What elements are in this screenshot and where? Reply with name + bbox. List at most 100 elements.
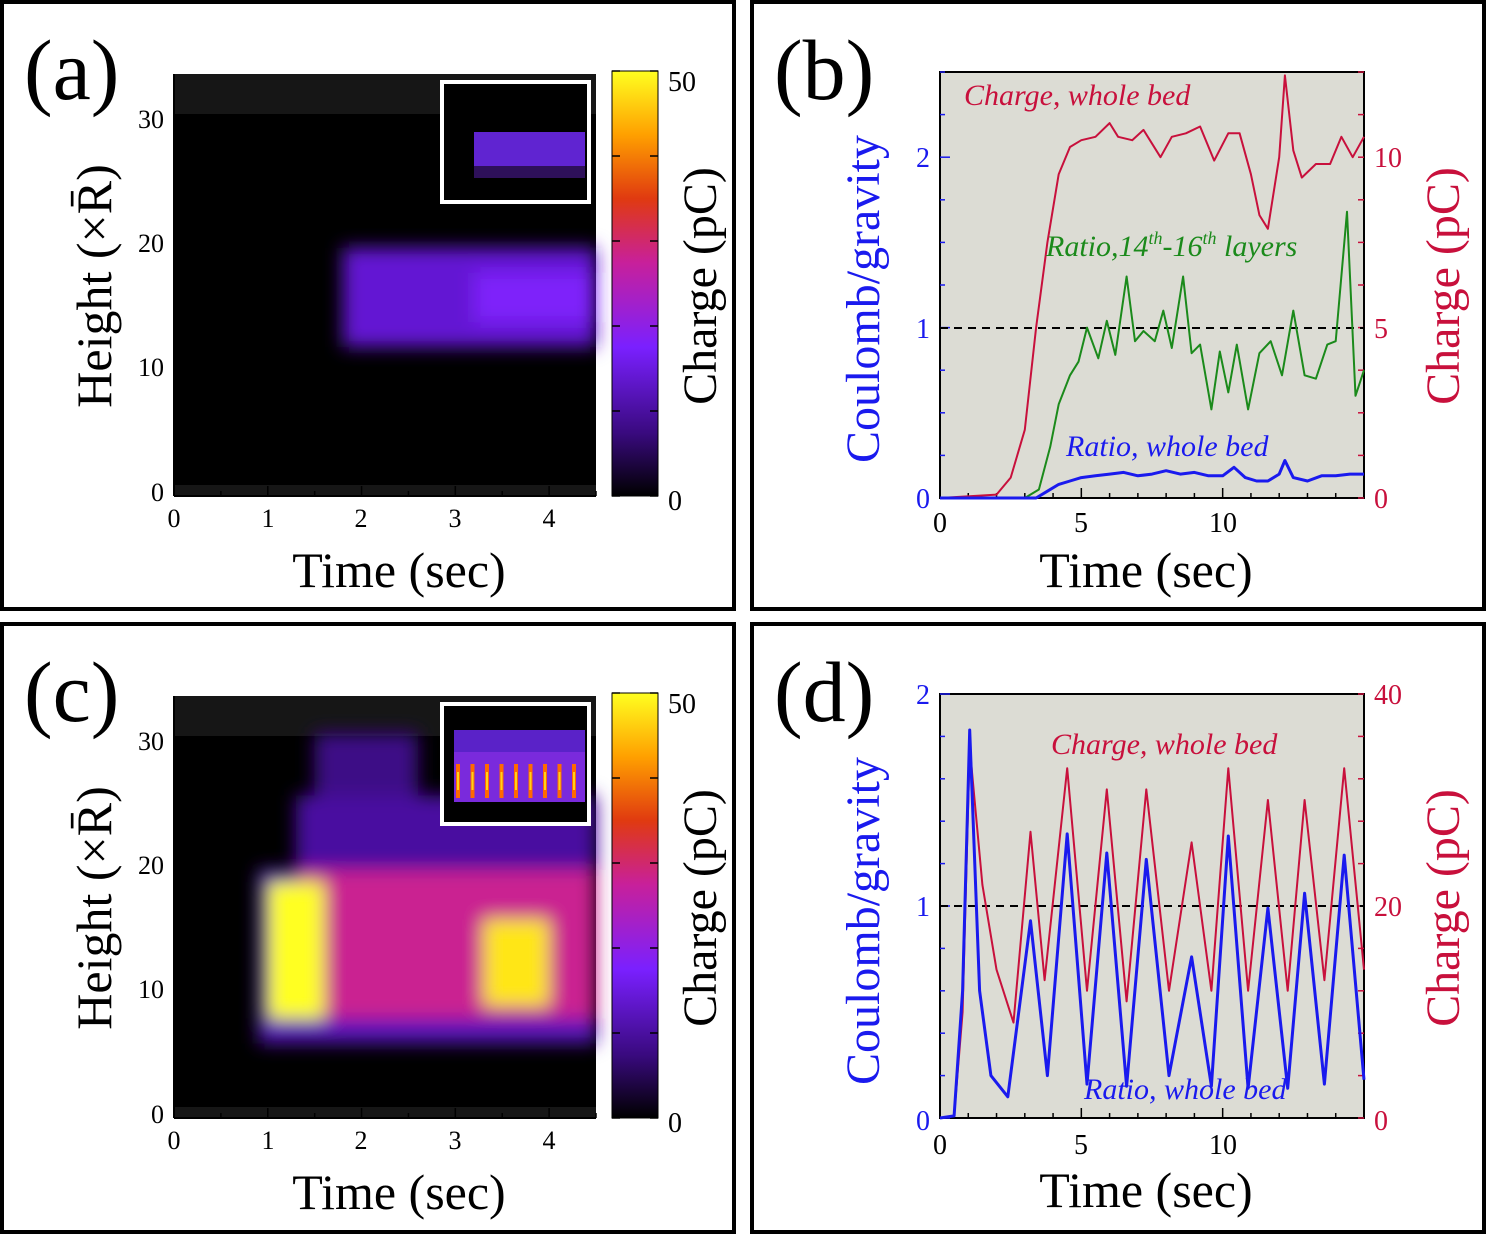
inset-c-streak-core	[573, 772, 575, 790]
y-right-tick-d-0: 0	[1374, 1106, 1388, 1137]
y-right-label-b: Charge (pC)	[1417, 167, 1470, 405]
panel-c: (c) 0 10 20 30 0 1 2 3 4 Time (sec) Heig…	[0, 622, 736, 1234]
y-right-label-d: Charge (pC)	[1417, 789, 1470, 1027]
y-right-tick-b-0: 0	[1374, 484, 1388, 515]
panel-d-svg: (d) Charge, whole bed Ratio, whole bed 0…	[774, 644, 1470, 1218]
y-right-tick-d-20: 20	[1374, 892, 1402, 923]
y-right-tick-b-10: 10	[1374, 143, 1402, 174]
x-axis-label-d: Time (sec)	[1039, 1162, 1252, 1218]
x-tick-c-1: 1	[262, 1126, 275, 1155]
inset-c-streak-core	[515, 772, 517, 790]
x-tick-a-1: 1	[262, 504, 275, 533]
y-tick-a-30: 30	[138, 105, 164, 134]
series-d	[939, 728, 1366, 1120]
y-tick-a-10: 10	[138, 353, 164, 382]
panel-d: (d) Charge, whole bed Ratio, whole bed 0…	[750, 622, 1486, 1234]
heatmap-region-c-3	[295, 869, 596, 1019]
y-left-tick-d-0: 0	[916, 1106, 930, 1137]
heatmap-region-c-4	[267, 882, 325, 1019]
annotation-charge-b: Charge, whole bed	[964, 79, 1191, 112]
series-line-d-1	[939, 728, 1366, 1120]
heatmap-bottom-band-a	[174, 485, 596, 496]
panel-c-svg: (c) 0 10 20 30 0 1 2 3 4 Time (sec) Heig…	[24, 644, 727, 1220]
y-axis-label-a: Height (×R̄)	[66, 164, 122, 407]
y-tick-c-30: 30	[138, 727, 164, 756]
annotation-ratio-layers-b-5: layers	[1217, 230, 1298, 263]
annotation-ratio-layers-b-3: -16	[1163, 230, 1203, 263]
series-b	[939, 74, 1365, 500]
colorbar-c	[611, 692, 659, 1119]
y-right-tick-b-5: 5	[1374, 314, 1388, 345]
x-tick-a-0: 0	[168, 504, 181, 533]
inset-a-band	[474, 132, 585, 166]
series-line-d-0	[939, 746, 1365, 1119]
panel-b-svg: (b) Charge, whole bed Ratio,14th-16th la…	[774, 22, 1470, 598]
annotation-ratio-layers-b-1: Ratio,14	[1045, 230, 1149, 263]
heatmap-bottom-band-c	[174, 1107, 596, 1118]
panel-label-b: (b)	[774, 22, 874, 118]
annotation-ratio-layers-b: Ratio,14th-16th layers	[1045, 228, 1297, 263]
x-tick-b-5: 5	[1074, 508, 1088, 539]
y-tick-a-0: 0	[151, 478, 164, 507]
colorbar-label-a: Charge (pC)	[674, 167, 727, 405]
colorbar-ticks-c	[612, 692, 658, 1119]
x-tick-a-4: 4	[543, 504, 556, 533]
panel-label-c: (c)	[24, 644, 119, 740]
axes-c	[173, 696, 597, 1119]
inset-c-streak-core	[500, 772, 503, 790]
annotation-ratio-layers-b-4: th	[1203, 228, 1217, 248]
series-line-b-2	[940, 459, 1364, 500]
annotation-ratio-layers-b-2: th	[1149, 228, 1163, 248]
inset-c-streak-core	[529, 772, 532, 790]
annotation-charge-d: Charge, whole bed	[1051, 728, 1278, 761]
y-left-tick-b-0: 0	[916, 484, 930, 515]
y-left-label-d: Coulomb/gravity	[837, 757, 890, 1085]
x-tick-d-5: 5	[1074, 1130, 1088, 1161]
inset-a-band-2	[474, 166, 585, 178]
panel-label-d: (d)	[774, 644, 874, 740]
colorbar-a	[611, 70, 659, 497]
y-tick-c-10: 10	[138, 975, 164, 1004]
heatmap-region-c-2	[314, 733, 418, 796]
axes-a	[173, 74, 597, 497]
colorbar-a-min: 0	[668, 486, 682, 517]
y-tick-c-20: 20	[138, 851, 164, 880]
heatmap-region-c-5	[483, 919, 550, 1007]
y-left-tick-b-2: 2	[916, 143, 930, 174]
x-tick-d-0: 0	[933, 1130, 947, 1161]
inset-c-band	[454, 752, 585, 802]
colorbar-c-max: 50	[668, 689, 696, 720]
x-axis-label-a: Time (sec)	[292, 542, 505, 598]
inset-c-band-top	[454, 730, 585, 752]
y-right-tick-d-40: 40	[1374, 680, 1402, 711]
heatmap-regions-a	[342, 247, 596, 348]
x-tick-b-0: 0	[933, 508, 947, 539]
panel-label-a: (a)	[24, 22, 119, 118]
y-left-label-b: Coulomb/gravity	[837, 135, 890, 463]
x-axis-label-c: Time (sec)	[292, 1164, 505, 1220]
panel-a-svg: (a) 0 10 20 30 0 1 2 3 4 Time (sec) Heig…	[24, 22, 727, 598]
colorbar-a-max: 50	[668, 67, 696, 98]
inset-c-streak-core	[558, 772, 561, 790]
colorbar-ticks-a	[612, 70, 658, 497]
inset-c-streak-core	[544, 772, 546, 790]
y-left-tick-d-2: 2	[916, 680, 930, 711]
heatmap-region-a-1	[474, 272, 596, 323]
y-left-tick-d-1: 1	[916, 892, 930, 923]
y-tick-a-20: 20	[138, 229, 164, 258]
series-line-b-1	[940, 210, 1365, 499]
x-tick-c-0: 0	[168, 1126, 181, 1155]
series-line-b-0	[939, 74, 1365, 499]
x-tick-b-10: 10	[1209, 508, 1237, 539]
annotation-ratio-whole-b: Ratio, whole bed	[1065, 430, 1269, 463]
y-tick-c-0: 0	[151, 1100, 164, 1129]
colorbar-label-c: Charge (pC)	[674, 789, 727, 1027]
x-tick-c-3: 3	[449, 1126, 462, 1155]
y-left-tick-b-1: 1	[916, 314, 930, 345]
heatmap-regions-c	[258, 733, 596, 1044]
x-axis-label-b: Time (sec)	[1039, 542, 1252, 598]
y-axis-label-c: Height (×R̄)	[66, 786, 122, 1029]
panel-b: (b) Charge, whole bed Ratio,14th-16th la…	[750, 0, 1486, 611]
x-tick-a-2: 2	[355, 504, 368, 533]
x-tick-c-2: 2	[355, 1126, 368, 1155]
